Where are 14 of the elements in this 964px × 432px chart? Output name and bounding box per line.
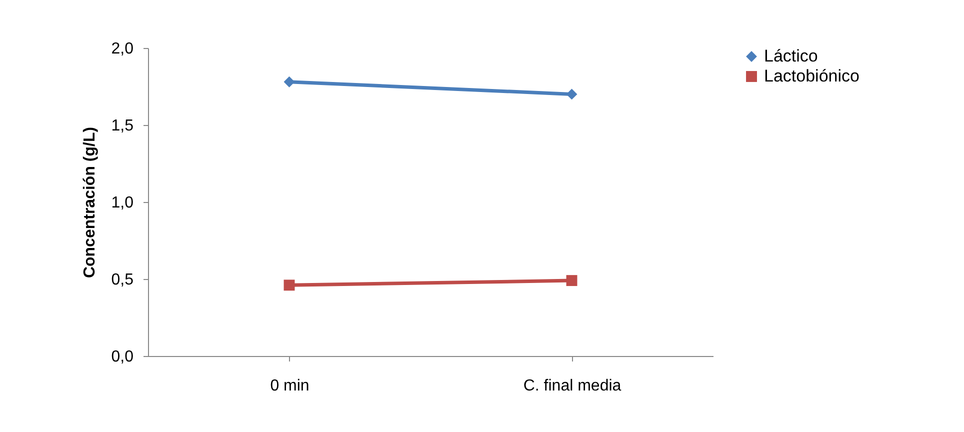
x-tick-label: C. final media [523, 378, 622, 394]
point [284, 280, 295, 291]
x-tick-label: 0 min [270, 378, 310, 394]
legend-label: Láctico [764, 46, 818, 66]
y-axis-title: Concentración (g/L) [81, 126, 98, 278]
legend-label: Lactobiónico [764, 66, 860, 86]
y-tick-label: 2,0 [111, 40, 134, 58]
y-tick-label: 1,5 [111, 118, 134, 134]
point [566, 88, 578, 100]
point [566, 275, 578, 286]
y-tick-label: 0,0 [111, 348, 134, 366]
y-tick-label: 1,0 [111, 194, 134, 212]
point [284, 76, 295, 88]
y-tick-label: 0,5 [111, 272, 134, 288]
